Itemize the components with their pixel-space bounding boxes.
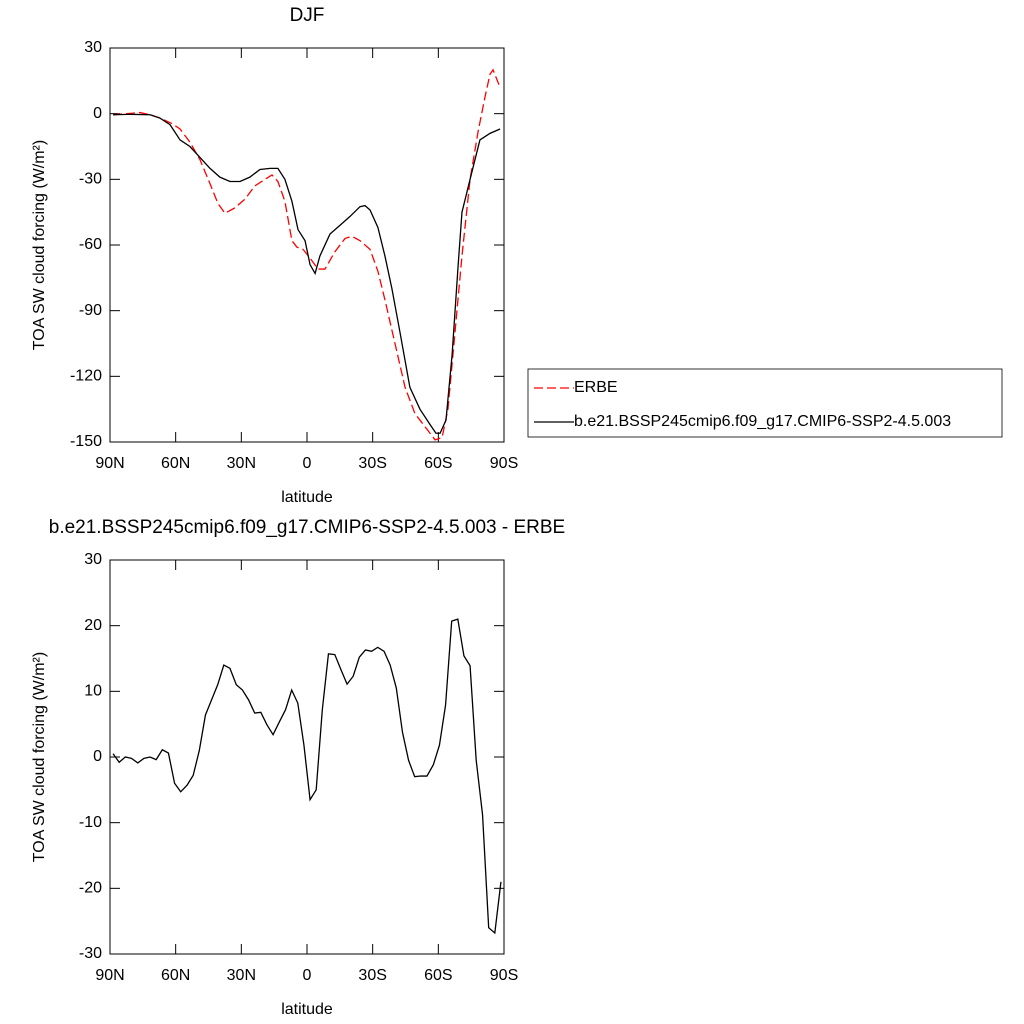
x-tick-label: 90S: [490, 455, 518, 472]
data-line: [112, 618, 502, 935]
x-axis-label: latitude: [281, 1001, 333, 1018]
y-tick-label: -60: [79, 236, 102, 253]
x-tick-label: 90N: [95, 455, 124, 472]
x-axis-label: latitude: [281, 489, 333, 506]
y-tick-label: -120: [70, 368, 102, 385]
x-tick-label: 30S: [358, 967, 386, 984]
x-tick-label: 60S: [424, 967, 452, 984]
legend-label: ERBE: [574, 379, 618, 396]
panel: DJF latitude TOA SW cloud forcing (W/m²) -1…: [31, 5, 1003, 506]
chart-title: DJF: [290, 5, 325, 26]
y-tick-label: 0: [93, 748, 102, 765]
y-tick-label: -150: [70, 433, 102, 450]
x-tick-label: 0: [303, 455, 312, 472]
x-tick-label: 60N: [161, 967, 190, 984]
data-line: [113, 113, 501, 434]
y-tick-label: 30: [84, 39, 102, 56]
y-tick-label: -30: [79, 945, 102, 962]
x-tick-label: 30N: [227, 455, 256, 472]
y-tick-label: -90: [79, 302, 102, 319]
y-axis-label: TOA SW cloud forcing (W/m²): [31, 652, 48, 862]
x-tick-label: 90S: [490, 967, 518, 984]
y-tick-label: 10: [84, 683, 102, 700]
x-tick-label: 60N: [161, 455, 190, 472]
panel: b.e21.BSSP245cmip6.f09_g17.CMIP6-SSP2-4.…: [31, 517, 565, 1018]
y-tick-label: 20: [84, 617, 102, 634]
y-axis-label: TOA SW cloud forcing (W/m²): [31, 140, 48, 350]
y-tick-label: -10: [79, 814, 102, 831]
x-tick-label: 60S: [424, 455, 452, 472]
y-tick-label: -30: [79, 171, 102, 188]
x-tick-label: 0: [303, 967, 312, 984]
y-tick-label: 30: [84, 551, 102, 568]
x-tick-label: 90N: [95, 967, 124, 984]
chart-title: b.e21.BSSP245cmip6.f09_g17.CMIP6-SSP2-4.…: [49, 517, 565, 538]
legend-label: b.e21.BSSP245cmip6.f09_g17.CMIP6-SSP2-4.…: [574, 413, 951, 430]
data-line: [113, 68, 501, 441]
y-tick-label: 0: [93, 105, 102, 122]
plot-frame: [109, 47, 505, 443]
x-tick-label: 30S: [358, 455, 386, 472]
y-tick-label: -20: [79, 880, 102, 897]
legend-box: [527, 368, 1003, 438]
x-tick-label: 30N: [227, 967, 256, 984]
